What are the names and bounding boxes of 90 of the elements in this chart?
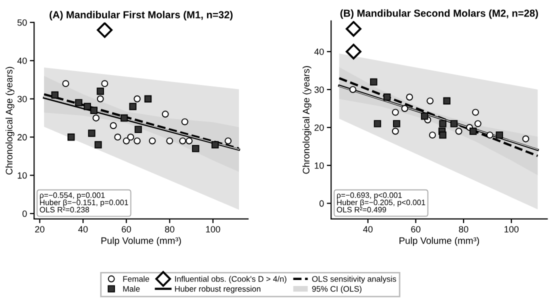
x-tick-label: 40 — [78, 226, 88, 232]
legend-label: 95% CI (OLS) — [312, 286, 362, 294]
line-series — [338, 77, 539, 158]
point — [374, 120, 382, 128]
point — [148, 137, 156, 144]
y-axis-title: Chronological Age (years) — [6, 66, 14, 174]
point — [179, 137, 186, 144]
x-tick-label: 40 — [363, 226, 373, 232]
x-tick-label: 100 — [206, 226, 220, 232]
y-tick-label: 10 — [18, 172, 27, 179]
point — [472, 108, 479, 116]
y-tick-label: 40 — [17, 58, 27, 64]
point — [96, 22, 113, 38]
point — [186, 137, 193, 144]
point — [127, 134, 134, 141]
x-axis-title: Pulp Volume (mm³) — [101, 237, 181, 246]
point — [439, 120, 446, 128]
point — [439, 131, 446, 139]
y-tick-label: 20 — [18, 134, 27, 140]
point — [166, 137, 174, 144]
x-tick-label: 60 — [122, 226, 132, 232]
x-tick-label: 80 — [458, 226, 468, 232]
point — [346, 44, 362, 60]
x-tick-label: 80 — [165, 226, 174, 232]
y-tick-label: 50 — [17, 19, 27, 26]
chart-title: (B) Mandibular Second Molars (M2, n=28) — [340, 9, 538, 19]
point — [120, 114, 128, 122]
point — [486, 132, 494, 139]
point — [134, 126, 142, 134]
point — [370, 78, 378, 86]
point — [401, 105, 408, 112]
point — [443, 97, 450, 105]
legend-label: OLS sensitivity analysis — [312, 276, 396, 284]
point — [192, 144, 200, 152]
point — [212, 141, 219, 148]
point — [92, 114, 100, 122]
y-tick-label: 20 — [314, 124, 324, 131]
x-axis-title: Pulp Volume (mm³) — [400, 237, 480, 246]
y-tick-label: 30 — [314, 86, 324, 93]
y-tick-label: 30 — [17, 96, 27, 102]
point — [134, 137, 141, 144]
point — [144, 95, 152, 102]
legend-label: Male — [123, 286, 140, 292]
point — [181, 118, 188, 126]
point — [474, 120, 482, 128]
point — [392, 108, 399, 116]
point — [496, 131, 504, 139]
legend-label: Female — [123, 276, 150, 282]
point — [346, 20, 362, 37]
point — [224, 137, 232, 144]
point — [96, 88, 104, 95]
point — [94, 141, 102, 148]
point — [90, 106, 98, 114]
point — [349, 86, 356, 94]
x-tick-label: 60 — [411, 226, 420, 232]
point — [426, 97, 434, 104]
x-tick-label: 100 — [504, 226, 519, 232]
point — [450, 120, 458, 128]
point — [96, 95, 104, 102]
point — [392, 128, 399, 135]
point — [470, 128, 477, 135]
y-tick-label: 40 — [314, 48, 324, 55]
y-axis-title: Chronological Age (years) — [302, 66, 312, 174]
x-tick-label: 20 — [35, 226, 44, 232]
point — [62, 80, 70, 88]
point — [420, 112, 428, 120]
y-tick-label: 10 — [314, 162, 324, 169]
point — [134, 95, 141, 102]
point — [129, 102, 136, 110]
point — [110, 122, 117, 130]
legend-label: Huber robust regression — [175, 286, 260, 294]
point — [383, 94, 391, 101]
point — [114, 134, 122, 141]
point — [406, 94, 413, 101]
point — [88, 130, 96, 137]
point — [101, 80, 108, 88]
point — [68, 133, 75, 141]
point — [429, 132, 436, 139]
point — [522, 135, 530, 142]
point — [393, 120, 400, 128]
point — [75, 99, 82, 106]
point — [162, 110, 169, 118]
point — [455, 128, 462, 135]
legend-label: Influential obs. (Cook's D > 4/n) — [175, 276, 286, 284]
point — [84, 102, 91, 110]
y-tick-label: 0 — [319, 200, 324, 207]
point — [122, 137, 130, 144]
y-tick-label: 0 — [22, 210, 27, 217]
point — [51, 91, 58, 99]
chart-title: (A) Mandibular First Molars (M1, n=32) — [50, 10, 233, 20]
